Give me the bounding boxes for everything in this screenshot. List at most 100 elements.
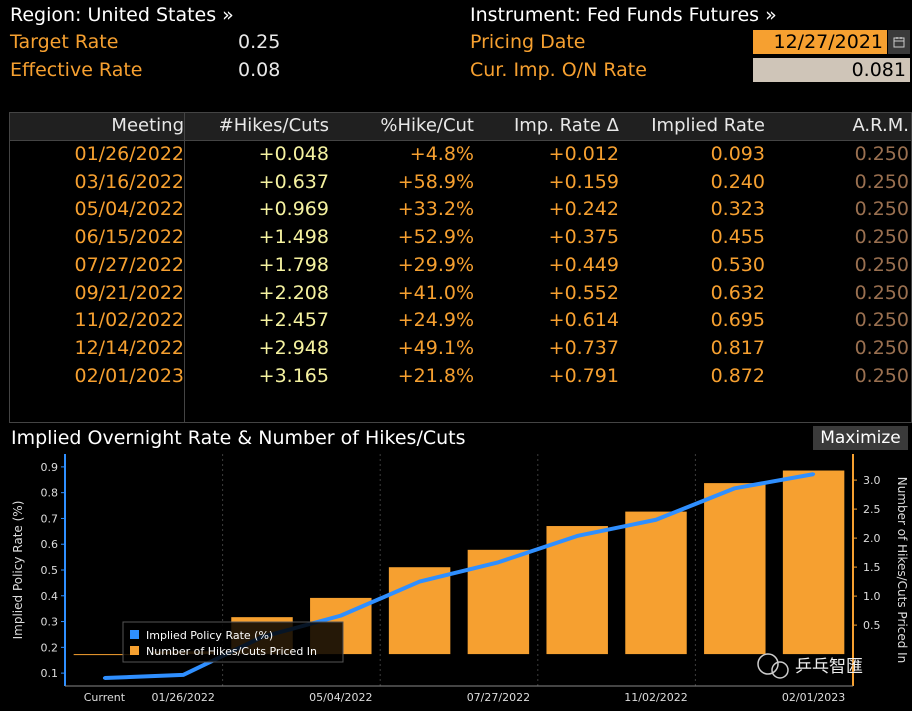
calendar-icon[interactable] [888,30,910,54]
cell-meeting: 12/14/2022 [74,336,184,359]
cell-hikes-cuts: +3.165 [258,364,329,387]
cell-imp-rate-delta: +0.159 [548,170,619,193]
line-point [496,560,500,564]
x-tick-label: 01/26/2022 [151,691,214,704]
pricing-date-label: Pricing Date [470,31,586,53]
cell-imp-rate-delta: +0.449 [548,253,619,276]
cell-imp-rate-delta: +0.242 [548,198,619,221]
y2-tick-label: 2.5 [863,503,881,516]
cell-meeting: 06/15/2022 [74,226,184,249]
legend-label-rate: Implied Policy Rate (%) [146,629,273,642]
cell-implied-rate: 0.323 [710,198,765,221]
legend-label-hikes: Number of Hikes/Cuts Priced In [146,645,317,658]
cell-hikes-cuts: +2.457 [258,309,329,332]
cell-hikes-cuts: +2.208 [258,281,329,304]
cell-imp-rate-delta: +0.375 [548,226,619,249]
wechat-icon-secondary [771,661,789,679]
table-row[interactable]: 11/02/2022 +2.457 +24.9% +0.614 0.695 0.250 [10,307,911,334]
cell-arm: 0.250 [854,309,909,332]
legend-box [122,621,344,663]
cell-meeting: 07/27/2022 [74,253,184,276]
cur-imp-rate-label: Cur. Imp. O/N Rate [470,59,647,81]
calendar-icon-glyph [893,37,905,48]
maximize-button[interactable]: Maximize [813,426,908,450]
table-row[interactable]: 09/21/2022 +2.208 +41.0% +0.552 0.632 0.250 [10,280,911,307]
bar [546,526,608,655]
meetings-table: Meeting #Hikes/Cuts %Hike/Cut Imp. Rate … [9,112,912,423]
cell-pct-hike-cut: +49.1% [397,336,474,359]
y-tick-label: 0.4 [41,590,59,603]
cell-hikes-cuts: +0.637 [258,170,329,193]
line-point [733,486,737,490]
bar [73,654,136,656]
cell-imp-rate-delta: +0.012 [548,143,619,165]
effective-rate-label: Effective Rate [10,59,143,81]
y-tick-label: 0.2 [41,641,59,654]
wechat-icon [757,653,779,675]
cell-arm: 0.250 [854,198,909,221]
pricing-date-field[interactable]: 12/27/2021 [753,30,887,54]
cell-imp-rate-delta: +0.737 [548,336,619,359]
x-tick-label: 07/27/2022 [467,691,530,704]
col-imp-rate-delta[interactable]: Imp. Rate Δ [513,115,619,136]
x-tick-label: Current [84,691,126,704]
y-tick-label: 0.1 [41,667,59,680]
cell-pct-hike-cut: +24.9% [397,309,474,332]
cell-implied-rate: 0.872 [710,364,765,387]
region-selector[interactable]: Region: United States » [10,4,234,26]
cell-pct-hike-cut: +29.9% [397,253,474,276]
y2-tick-label: 1.0 [863,590,881,603]
cell-pct-hike-cut: +58.9% [397,170,474,193]
col-hikes-cuts[interactable]: #Hikes/Cuts [218,115,329,136]
table-row[interactable]: 07/27/2022 +1.798 +29.9% +0.449 0.530 0.250 [10,252,911,279]
y-axis-title: Implied Policy Rate (%) [11,501,25,640]
cell-implied-rate: 0.455 [710,226,765,249]
instrument-selector[interactable]: Instrument: Fed Funds Futures » [470,4,777,26]
cell-implied-rate: 0.530 [710,253,765,276]
y-tick-label: 0.7 [41,512,59,525]
y-tick-label: 0.8 [41,487,59,500]
cell-hikes-cuts: +1.498 [258,226,329,249]
col-meeting[interactable]: Meeting [111,115,184,136]
y2-tick-label: 0.5 [863,619,881,632]
x-tick-label: 02/01/2023 [782,691,845,704]
col-implied-rate[interactable]: Implied Rate [651,115,765,136]
col-pct-hike-cut[interactable]: %Hike/Cut [380,115,474,136]
cell-hikes-cuts: +0.969 [258,198,329,221]
bar [625,511,687,655]
table-row[interactable]: 03/16/2022 +0.637 +58.9% +0.159 0.240 0.250 [10,169,911,196]
bar [782,470,845,655]
line-point [102,676,106,680]
cell-meeting: 03/16/2022 [74,170,184,193]
cell-arm: 0.250 [854,364,909,387]
cell-arm: 0.250 [854,170,909,193]
col-arm[interactable]: A.R.M. [852,115,909,136]
table-row[interactable]: 06/15/2022 +1.498 +52.9% +0.375 0.455 0.250 [10,224,911,251]
table-row[interactable]: 05/04/2022 +0.969 +33.2% +0.242 0.323 0.250 [10,196,911,223]
cur-imp-rate-field[interactable]: 0.081 [753,58,910,82]
y2-tick-label: 3.0 [863,474,881,487]
table-row[interactable]: 01/26/2022 +0.048 +4.8% +0.012 0.093 0.250 [10,141,911,168]
line-point [812,472,816,476]
cell-meeting: 01/26/2022 [74,143,184,165]
y-tick-label: 0.6 [41,538,59,551]
cell-implied-rate: 0.695 [710,309,765,332]
table-header: Meeting #Hikes/Cuts %Hike/Cut Imp. Rate … [10,113,911,141]
cell-hikes-cuts: +2.948 [258,336,329,359]
y-tick-label: 0.5 [41,564,59,577]
cell-imp-rate-delta: +0.614 [548,309,619,332]
line-point [339,614,343,618]
cell-meeting: 11/02/2022 [74,309,184,332]
cell-arm: 0.250 [854,281,909,304]
y2-axis-title: Number of Hikes/Cuts Priced In [895,477,909,664]
y2-tick-label: 2.0 [863,532,881,545]
y-tick-label: 0.3 [41,616,59,629]
line-point [654,518,658,522]
watermark-text: 乒乓智匯 [795,657,863,677]
rate-hikes-chart: 0.1 0.2 0.3 0.4 0.5 0.6 0.7 0.8 0.9 0.5 1.0 1.5 2.0 2… [11,454,909,704]
cell-arm: 0.250 [854,226,909,249]
cell-implied-rate: 0.240 [710,170,765,193]
table-row[interactable]: 12/14/2022 +2.948 +49.1% +0.737 0.817 0.250 [10,335,911,362]
table-row[interactable]: 02/01/2023 +3.165 +21.8% +0.791 0.872 0.250 [10,363,911,390]
cell-implied-rate: 0.632 [710,281,765,304]
